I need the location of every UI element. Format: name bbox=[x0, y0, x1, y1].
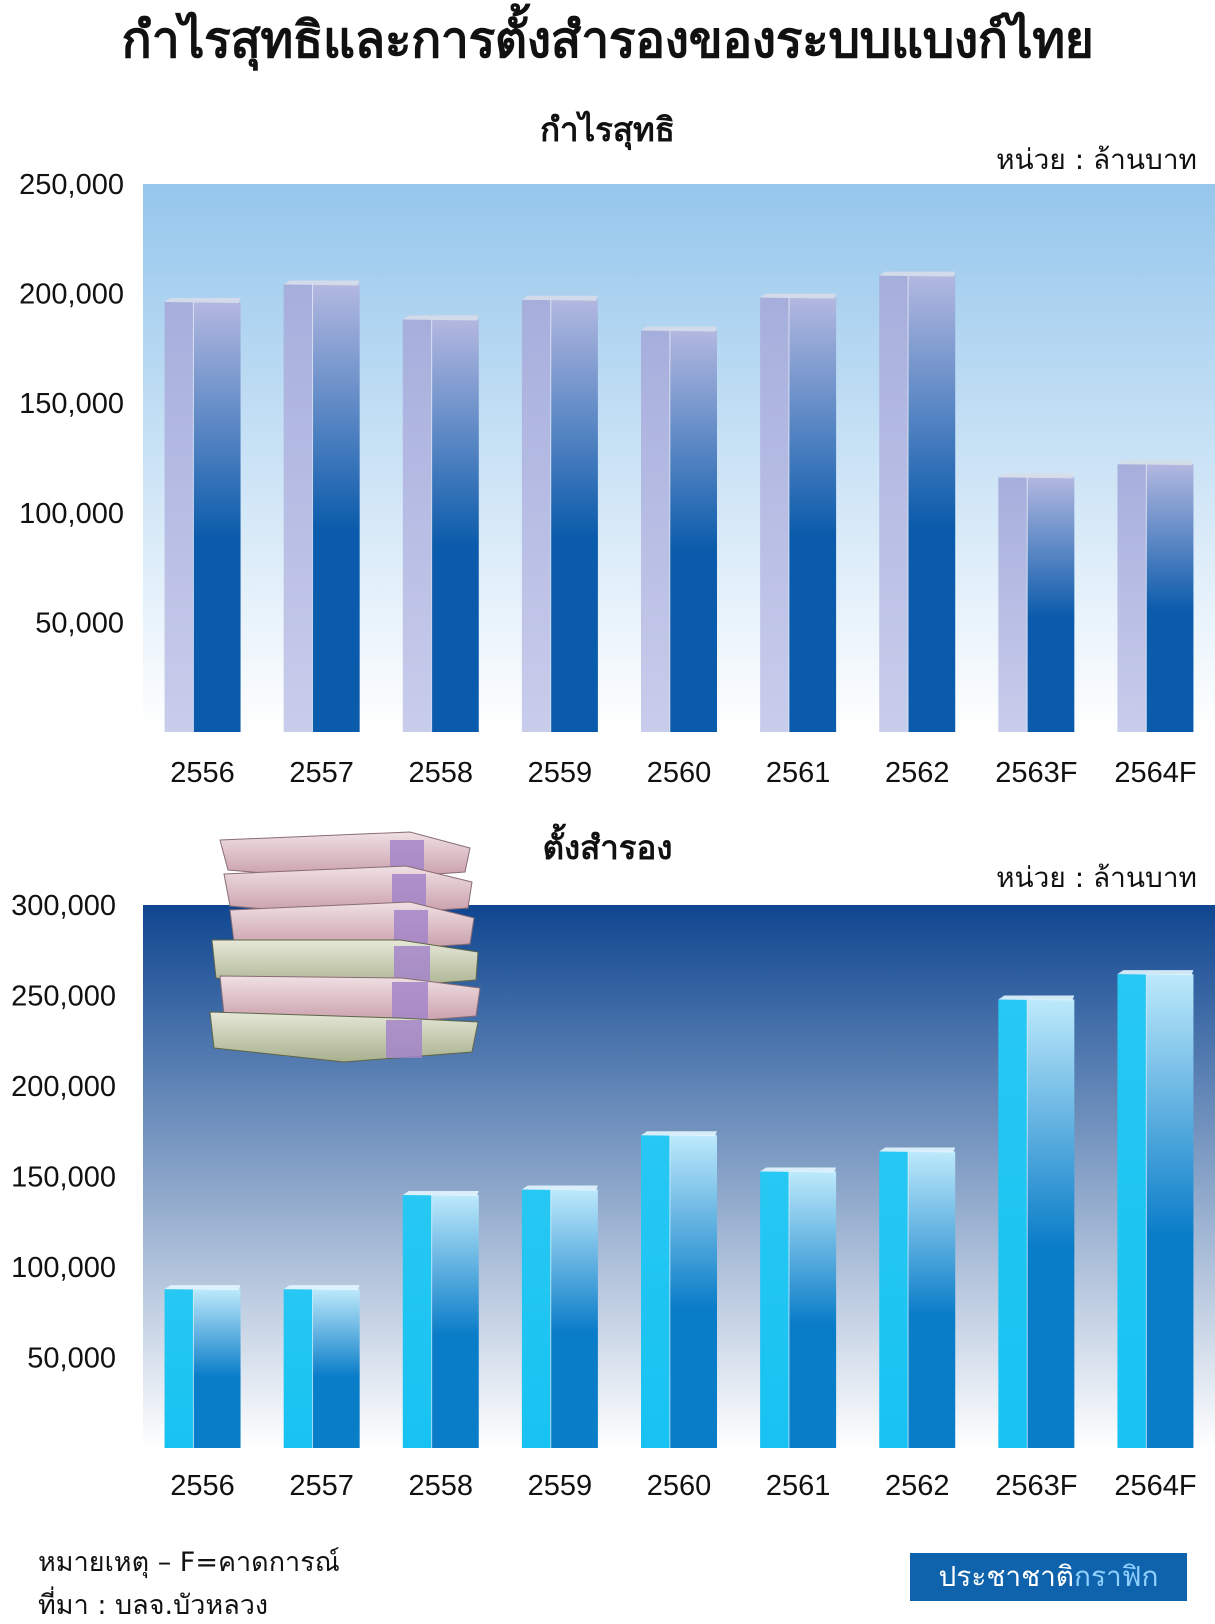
provision-bar-2562 bbox=[879, 1147, 956, 1448]
profit-ytick-label: 250,000 bbox=[19, 169, 124, 201]
provision-ytick-label: 100,000 bbox=[11, 1252, 116, 1284]
provision-xtick-label: 2559 bbox=[528, 1470, 593, 1502]
provision-xtick-label: 2562 bbox=[885, 1470, 950, 1502]
profit-bar-2561 bbox=[760, 293, 837, 732]
provision-bar-2559 bbox=[521, 1185, 598, 1448]
profit-bar-2558 bbox=[402, 315, 479, 732]
profit-xtick-label: 2563F bbox=[995, 757, 1077, 789]
provision-xtick-label: 2563F bbox=[995, 1470, 1077, 1502]
profit-xtick-label: 2564F bbox=[1114, 757, 1196, 789]
page-title: กำไรสุทธิและการตั้งสำรองของระบบแบงก์ไทย bbox=[121, 11, 1094, 69]
profit-xtick-label: 2557 bbox=[289, 757, 354, 789]
footnote-note: หมายเหตุ – F=คาดการณ์ bbox=[38, 1547, 340, 1578]
provision-xtick-label: 2556 bbox=[170, 1470, 235, 1502]
banknote-stack-icon bbox=[209, 831, 481, 1063]
profit-xtick-label: 2562 bbox=[885, 757, 950, 789]
profit-bar-2563F bbox=[998, 473, 1075, 732]
footnote-source: ที่มา : บลจ.บัวหลวง bbox=[38, 1590, 269, 1621]
note-bundle-6 bbox=[209, 1011, 479, 1063]
profit-chart: 50,000 100,000 150,000 200,000 250,000 2556 25… bbox=[19, 169, 1215, 789]
provision-ytick-label: 200,000 bbox=[11, 1071, 116, 1103]
profit-xtick-label: 2556 bbox=[170, 757, 235, 789]
provision-bar-2563F bbox=[998, 995, 1075, 1448]
provision-bar-2561 bbox=[760, 1167, 837, 1448]
profit-xtick-label: 2558 bbox=[409, 757, 474, 789]
provision-xtick-label: 2561 bbox=[766, 1470, 831, 1502]
profit-ytick-label: 150,000 bbox=[19, 388, 124, 420]
provision-chart: 50,000 100,000 150,000 200,000 250,000 300,00… bbox=[11, 890, 1215, 1502]
provision-xtick-label: 2560 bbox=[647, 1470, 712, 1502]
provision-bar-2560 bbox=[641, 1131, 717, 1448]
provision-xtick-label: 2557 bbox=[289, 1470, 354, 1502]
provision-bar-2557 bbox=[283, 1285, 360, 1448]
profit-xtick-label: 2559 bbox=[528, 757, 593, 789]
provision-xtick-label: 2564F bbox=[1114, 1470, 1196, 1502]
provision-xtick-label: 2558 bbox=[409, 1470, 474, 1502]
brand-logo: ประชาชาติกราฟิก bbox=[910, 1553, 1187, 1601]
profit-bar-2564F bbox=[1117, 460, 1194, 732]
provision-bar-2556 bbox=[164, 1285, 241, 1448]
provision-ytick-label: 50,000 bbox=[27, 1343, 116, 1375]
brand-main: ประชาชาติ bbox=[938, 1560, 1075, 1593]
provision-chart-title: ตั้งสำรอง bbox=[542, 828, 673, 867]
provision-bar-2558 bbox=[402, 1190, 479, 1448]
profit-ytick-label: 100,000 bbox=[19, 498, 124, 530]
profit-bar-2556 bbox=[164, 297, 241, 732]
profit-bar-2557 bbox=[283, 280, 360, 732]
profit-chart-title: กำไรสุทธิ bbox=[540, 110, 675, 149]
profit-xtick-label: 2561 bbox=[766, 757, 831, 789]
provision-ytick-label: 300,000 bbox=[11, 890, 116, 922]
profit-xtick-label: 2560 bbox=[647, 757, 712, 789]
provision-bar-2564F bbox=[1117, 970, 1194, 1448]
provision-chart-unit: หน่วย : ล้านบาท bbox=[996, 861, 1197, 894]
brand-accent: กราฟิก bbox=[1074, 1560, 1159, 1593]
profit-ytick-label: 200,000 bbox=[19, 279, 124, 311]
profit-chart-unit: หน่วย : ล้านบาท bbox=[996, 143, 1197, 176]
profit-ytick-label: 50,000 bbox=[35, 607, 124, 639]
profit-bar-2560 bbox=[641, 326, 717, 732]
profit-bar-2562 bbox=[879, 271, 956, 732]
provision-ytick-label: 250,000 bbox=[11, 981, 116, 1013]
provision-ytick-label: 150,000 bbox=[11, 1162, 116, 1194]
profit-bar-2559 bbox=[521, 295, 598, 732]
